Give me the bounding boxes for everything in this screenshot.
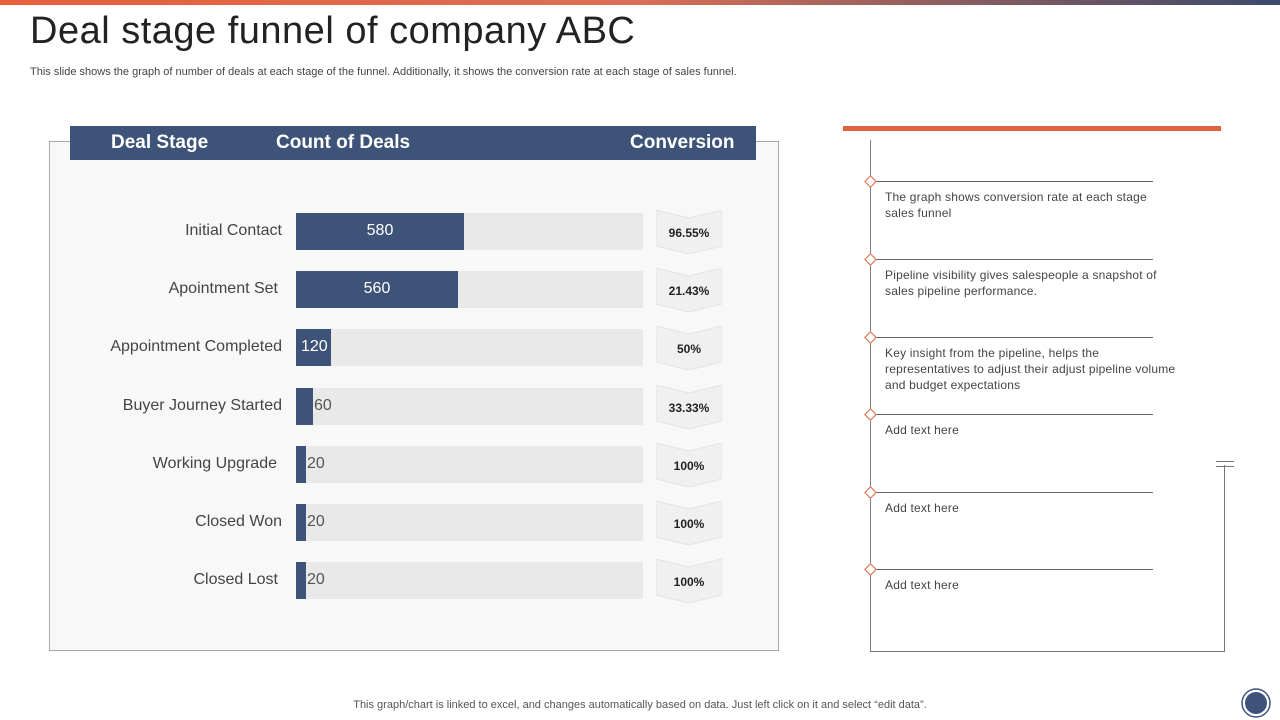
bar-track xyxy=(296,388,643,425)
footer-note: This graph/chart is linked to excel, and… xyxy=(353,699,927,711)
header-deal-stage: Deal Stage xyxy=(111,132,209,153)
bar[interactable] xyxy=(296,504,306,541)
conversion-rate-label: 50% xyxy=(676,342,702,356)
note-text: Pipeline visibility gives salespeople a … xyxy=(885,268,1157,298)
company-logo-icon xyxy=(1241,688,1271,718)
stage-label: Buyer Journey Started xyxy=(122,397,282,414)
notes-top-accent-line xyxy=(843,126,1221,131)
note-divider xyxy=(872,181,1153,182)
conversion-chevron: 21.43% xyxy=(656,268,722,312)
conversion-rate-label: 100% xyxy=(673,575,705,589)
notes-right-rule xyxy=(1224,465,1225,651)
conversion-rate-label: 33.33% xyxy=(668,401,710,415)
conversion-chevron: 96.55% xyxy=(656,210,722,254)
conversion-rate-label: 96.55% xyxy=(668,226,710,240)
note-divider xyxy=(872,259,1153,260)
note-text: Add text here xyxy=(885,423,959,437)
slide-title: Deal stage funnel of company ABC xyxy=(30,10,636,52)
notes-right-tick xyxy=(1216,461,1234,462)
bar-track xyxy=(296,446,643,483)
bar-value-label: 20 xyxy=(307,455,325,472)
bar[interactable] xyxy=(296,388,313,425)
note-text: The graph shows conversion rate at each … xyxy=(885,190,1147,220)
conversion-chevron: 50% xyxy=(656,326,722,370)
note-text: Key insight from the pipeline, helps the… xyxy=(885,346,1176,392)
bar[interactable] xyxy=(296,213,464,250)
notes-timeline xyxy=(870,140,871,570)
conversion-rate-label: 21.43% xyxy=(668,284,710,298)
conversion-rate-label: 100% xyxy=(673,517,705,531)
slide-subtitle: This slide shows the graph of number of … xyxy=(30,66,737,78)
notes-right-tick xyxy=(1216,466,1234,467)
header-count-of-deals: Count of Deals xyxy=(276,132,411,153)
stage-label: Closed Lost xyxy=(193,571,279,588)
note-divider xyxy=(872,492,1153,493)
bar-value-label: 20 xyxy=(307,513,325,530)
conversion-rate-label: 100% xyxy=(673,459,705,473)
stage-label: Apointment Set xyxy=(168,280,278,297)
bar-track xyxy=(296,329,643,366)
bar-value-label: 120 xyxy=(301,338,328,355)
bar[interactable] xyxy=(296,446,306,483)
top-accent-bar xyxy=(0,0,1280,5)
note-divider xyxy=(872,337,1153,338)
note-text: Add text here xyxy=(885,501,959,515)
bar-value-label: 580 xyxy=(366,222,394,239)
bar-track xyxy=(296,504,643,541)
bar-value-label: 60 xyxy=(314,397,332,414)
chart-header-bar: Deal Stage Count of Deals Conversion xyxy=(70,126,756,160)
stage-label: Initial Contact xyxy=(185,222,282,239)
conversion-chevron: 100% xyxy=(656,443,722,487)
bar[interactable] xyxy=(296,329,331,366)
conversion-chevron: 33.33% xyxy=(656,385,722,429)
note-text: Add text here xyxy=(885,578,959,592)
header-conversion: Conversion xyxy=(630,132,735,153)
bar-value-label: 20 xyxy=(307,571,325,588)
note-divider xyxy=(872,414,1153,415)
conversion-chevron: 100% xyxy=(656,501,722,545)
bar-track xyxy=(296,562,643,599)
stage-label: Closed Won xyxy=(195,513,282,530)
conversion-chevron: 100% xyxy=(656,559,722,603)
bar[interactable] xyxy=(296,271,458,308)
stage-label: Appointment Completed xyxy=(110,338,282,355)
bar[interactable] xyxy=(296,562,306,599)
bar-value-label: 560 xyxy=(363,280,391,297)
note-divider xyxy=(872,569,1153,570)
stage-label: Working Upgrade xyxy=(152,455,277,472)
